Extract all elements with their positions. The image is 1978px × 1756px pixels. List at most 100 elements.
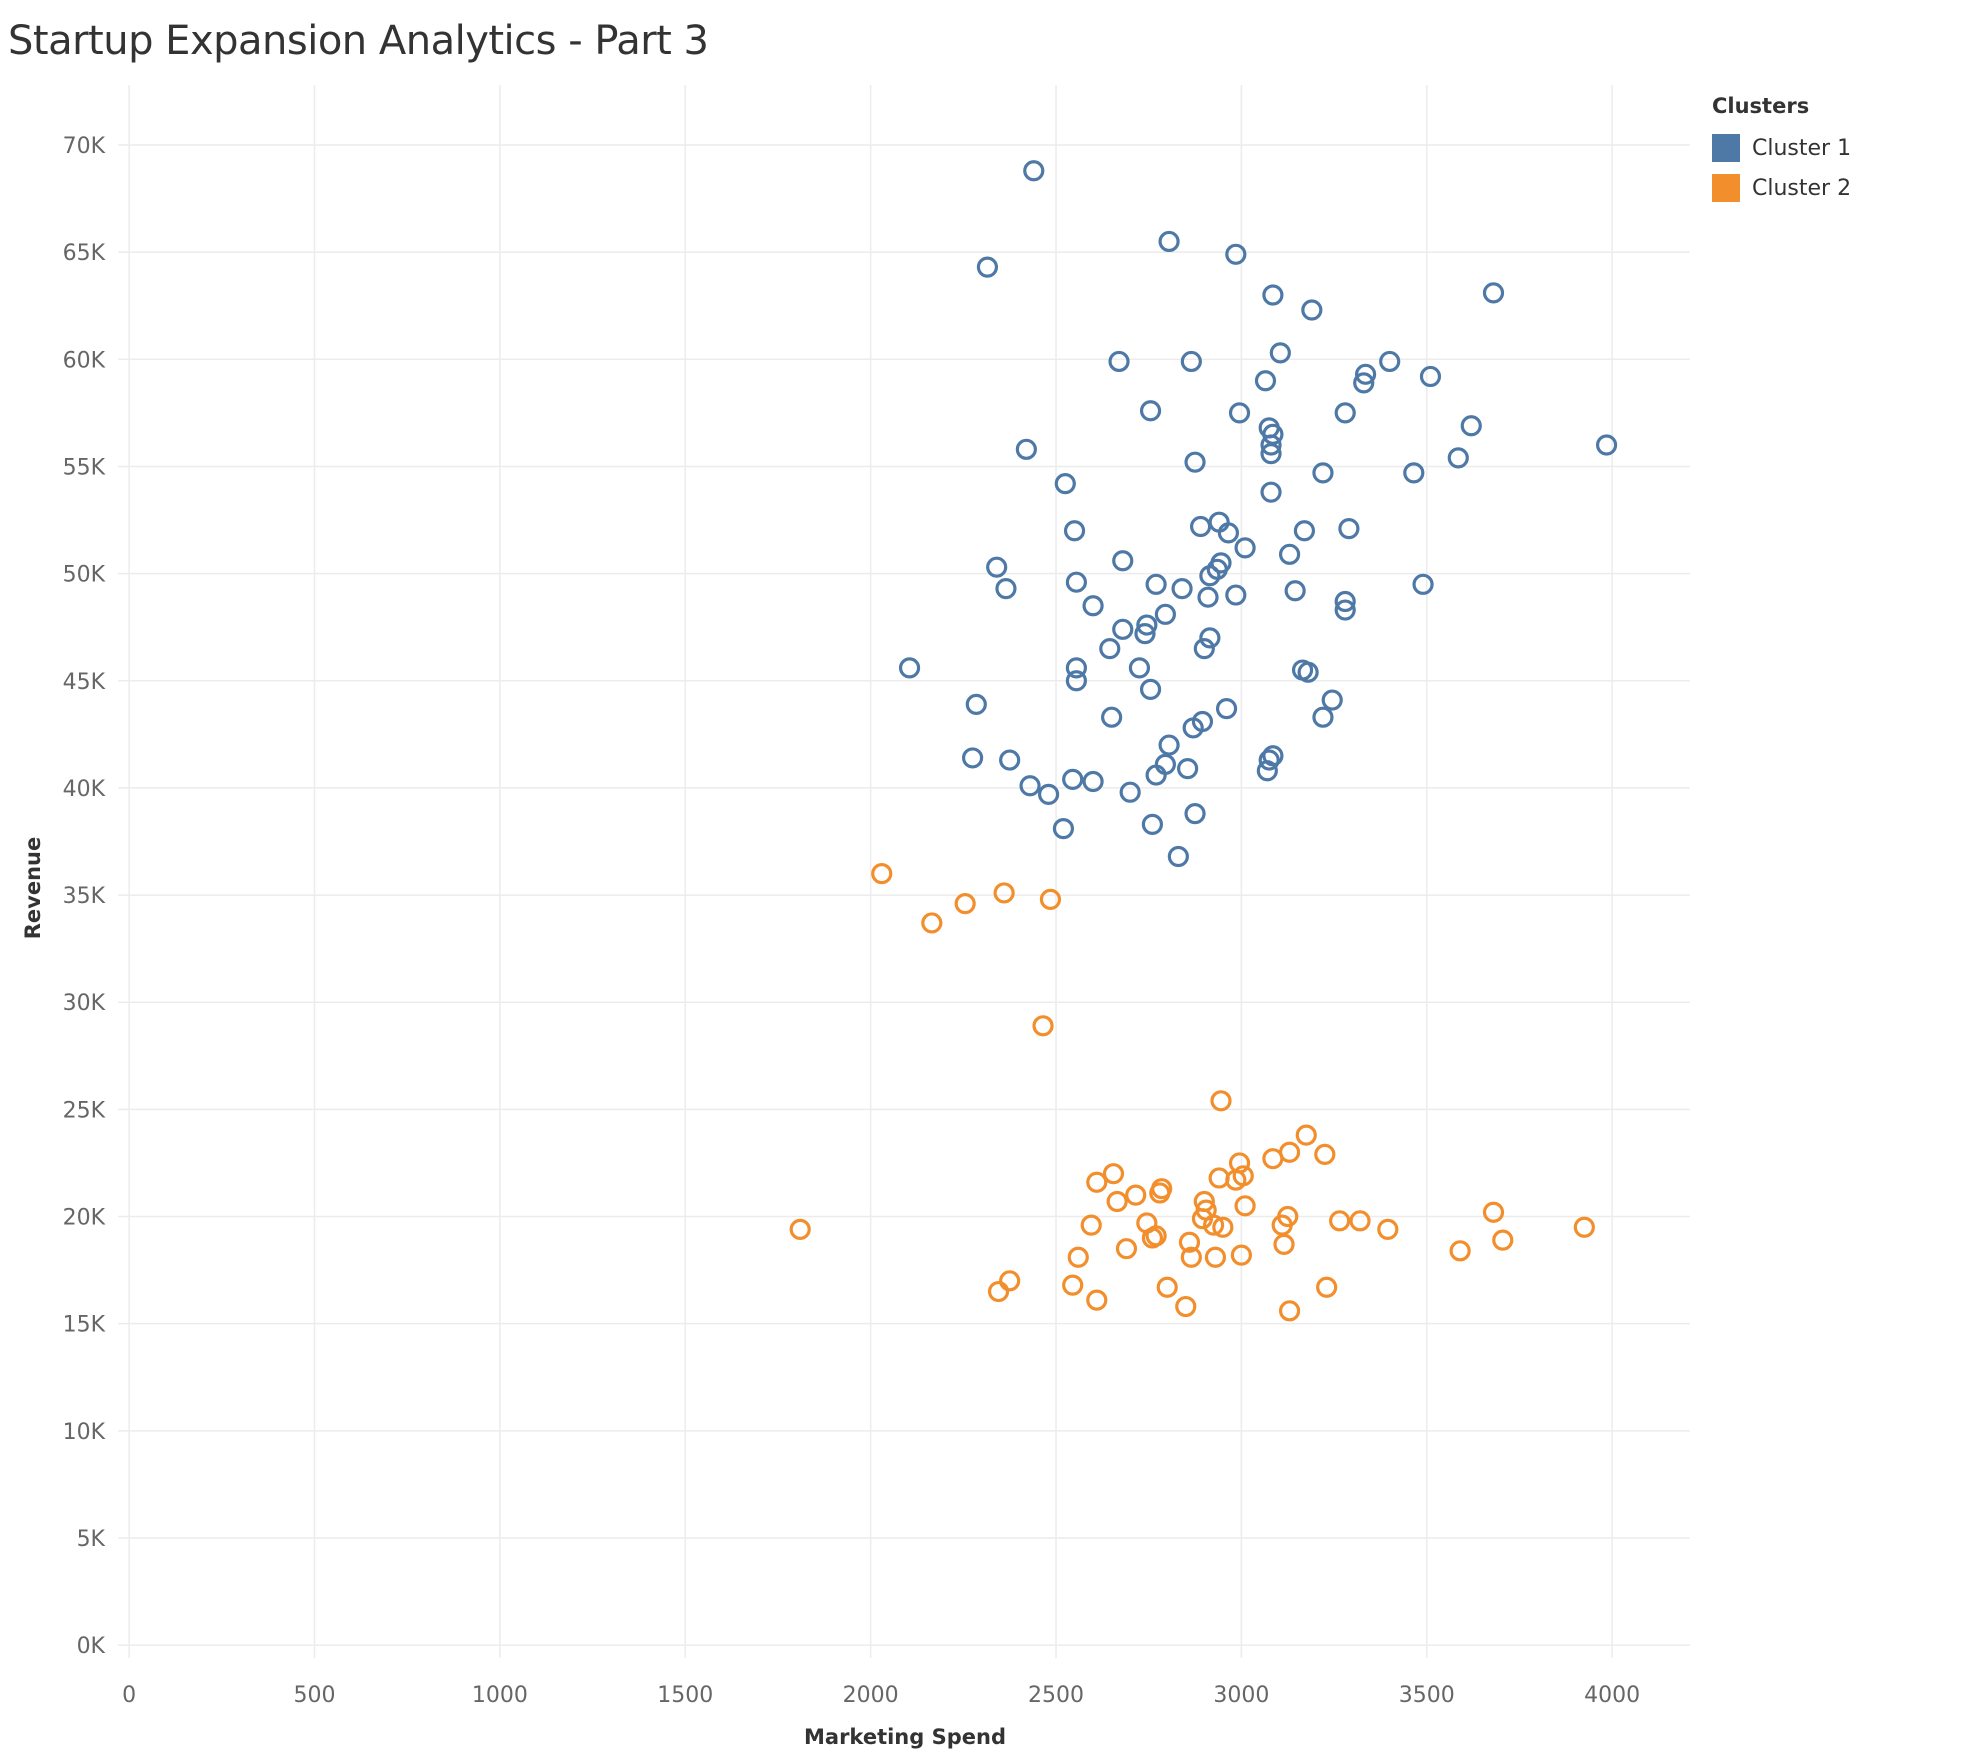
data-point-cluster-2 [1125,1184,1147,1206]
data-point-cluster-1 [1139,400,1162,422]
data-point-cluster-2 [1208,1167,1230,1189]
data-point-cluster-1 [1108,350,1130,373]
data-point-cluster-1 [1141,813,1164,835]
data-point-cluster-1 [1199,565,1221,587]
data-point-cluster-1 [1193,638,1215,660]
data-point-cluster-1 [1145,764,1167,786]
data-point-cluster-2 [871,863,893,885]
grid-lines [118,85,1690,1658]
data-point-cluster-1 [1082,595,1104,617]
data-point-cluster-1 [1197,586,1219,608]
y-tick-label: 25K [63,1098,106,1123]
data-point-cluster-2 [1191,1208,1214,1230]
data-point-cluster-1 [1595,434,1618,456]
data-point-cluster-2 [1106,1190,1128,1213]
legend-swatch [1712,174,1740,202]
data-point-cluster-2 [1316,1276,1338,1298]
data-point-cluster-1 [1037,783,1060,805]
chart-title: Startup Expansion Analytics - Part 3 [8,18,709,64]
data-point-cluster-1 [1460,415,1482,437]
data-point-cluster-1 [965,693,987,715]
data-point-cluster-1 [1019,775,1041,797]
data-point-cluster-2 [1115,1238,1138,1260]
y-tick-label: 50K [63,563,106,588]
data-point-cluster-1 [1023,160,1045,182]
y-tick-label: 20K [63,1206,106,1231]
data-point-cluster-2 [1086,1171,1108,1193]
data-point-cluster-2 [1086,1289,1108,1311]
data-point-cluster-2 [1039,888,1062,910]
x-tick-label: 0 [122,1683,136,1708]
data-point-cluster-2 [1141,1227,1164,1249]
x-tick-label: 500 [294,1683,336,1708]
data-point-cluster-1 [1065,571,1088,593]
data-point-cluster-2 [1032,1015,1054,1037]
data-points [789,160,1618,1322]
y-tick-label: 60K [63,348,106,373]
y-tick-label: 35K [63,884,106,909]
data-point-cluster-1 [1334,590,1356,613]
data-point-cluster-1 [1171,578,1193,600]
data-point-cluster-1 [999,749,1021,771]
data-point-cluster-1 [898,657,921,679]
data-point-cluster-2 [1230,1244,1252,1266]
data-point-cluster-2 [1262,1148,1284,1170]
data-point-cluster-2 [1175,1295,1197,1318]
data-point-cluster-2 [1156,1276,1178,1298]
data-point-cluster-1 [961,747,984,769]
data-point-cluster-1 [1260,443,1282,465]
data-point-cluster-1 [1184,803,1206,825]
data-point-cluster-1 [1234,537,1256,559]
data-point-cluster-2 [1482,1201,1505,1223]
data-point-cluster-2 [1212,1216,1234,1238]
data-point-cluster-1 [1379,350,1401,373]
data-point-cluster-1 [1062,768,1084,790]
data-point-cluster-2 [789,1218,811,1240]
data-point-cluster-1 [1217,522,1240,544]
data-point-cluster-1 [1158,230,1180,253]
data-point-cluster-2 [1149,1182,1171,1204]
data-point-cluster-1 [1099,638,1121,660]
data-point-cluster-2 [1273,1233,1295,1255]
data-point-cluster-2 [1202,1214,1225,1236]
data-point-cluster-1 [1334,599,1356,621]
data-point-cluster-1 [1338,518,1360,540]
x-axis-ticks: 0 500 1000 1500 2000 2500 3000 3500 4000 [122,1683,1640,1708]
data-point-cluster-2 [1067,1246,1089,1268]
x-tick-label: 3500 [1399,1683,1455,1708]
data-point-cluster-1 [1158,734,1180,756]
legend: Clusters Cluster 1 Cluster 2 [1712,94,1851,208]
data-point-cluster-1 [1262,284,1284,306]
data-point-cluster-2 [1349,1210,1371,1232]
data-point-cluster-1 [1301,299,1323,321]
data-point-cluster-1 [1419,365,1442,388]
legend-item-cluster-2[interactable]: Cluster 2 [1712,168,1851,208]
legend-item-cluster-1[interactable]: Cluster 1 [1712,128,1851,168]
data-point-cluster-1 [1354,363,1377,385]
x-tick-label: 1500 [657,1683,713,1708]
data-point-cluster-2 [1314,1143,1336,1165]
data-point-cluster-2 [987,1280,1010,1303]
data-point-cluster-2 [1210,1090,1232,1112]
data-point-cluster-1 [986,556,1008,578]
legend-label: Cluster 2 [1752,175,1852,201]
data-point-cluster-2 [1180,1246,1202,1268]
y-axis-ticks: 0K 5K 10K 15K 20K 25K 30K 35K 40K 45K 50K 55K 60K 65K… [63,134,106,1659]
data-point-cluster-2 [1278,1300,1301,1322]
data-point-cluster-1 [1128,657,1151,679]
y-tick-label: 10K [63,1420,106,1445]
data-point-cluster-2 [1329,1210,1351,1232]
data-point-cluster-1 [1334,402,1356,424]
data-point-cluster-1 [1403,462,1425,484]
data-point-cluster-1 [1177,758,1199,780]
x-axis-title: Marketing Spend [804,1725,1006,1749]
y-tick-label: 15K [63,1313,106,1338]
y-tick-label: 5K [77,1527,106,1552]
data-point-cluster-2 [993,882,1015,904]
data-point-cluster-2 [1204,1246,1227,1268]
data-point-cluster-1 [1184,451,1206,473]
data-point-cluster-1 [1112,618,1134,640]
data-point-cluster-2 [1234,1195,1256,1217]
data-point-cluster-1 [1447,447,1469,469]
